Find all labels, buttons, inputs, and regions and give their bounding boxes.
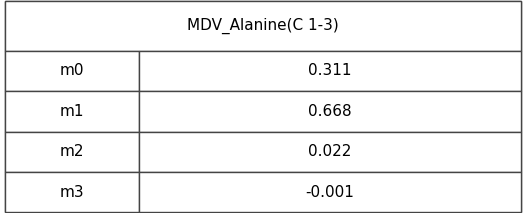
- Text: 0.311: 0.311: [308, 63, 352, 78]
- Text: -0.001: -0.001: [306, 185, 355, 200]
- Text: 0.668: 0.668: [308, 104, 352, 119]
- Text: MDV_Alanine(C 1-3): MDV_Alanine(C 1-3): [187, 17, 339, 34]
- Text: m2: m2: [60, 144, 85, 159]
- Bar: [139, 131, 521, 172]
- Bar: [139, 51, 521, 91]
- Bar: [5, 0, 521, 51]
- Bar: [5, 91, 139, 131]
- Text: 0.022: 0.022: [308, 144, 352, 159]
- Text: m1: m1: [60, 104, 85, 119]
- Bar: [139, 172, 521, 213]
- Bar: [139, 91, 521, 131]
- Bar: [5, 51, 139, 91]
- Text: m3: m3: [60, 185, 85, 200]
- Bar: [5, 131, 139, 172]
- Bar: [5, 172, 139, 213]
- Text: m0: m0: [60, 63, 85, 78]
